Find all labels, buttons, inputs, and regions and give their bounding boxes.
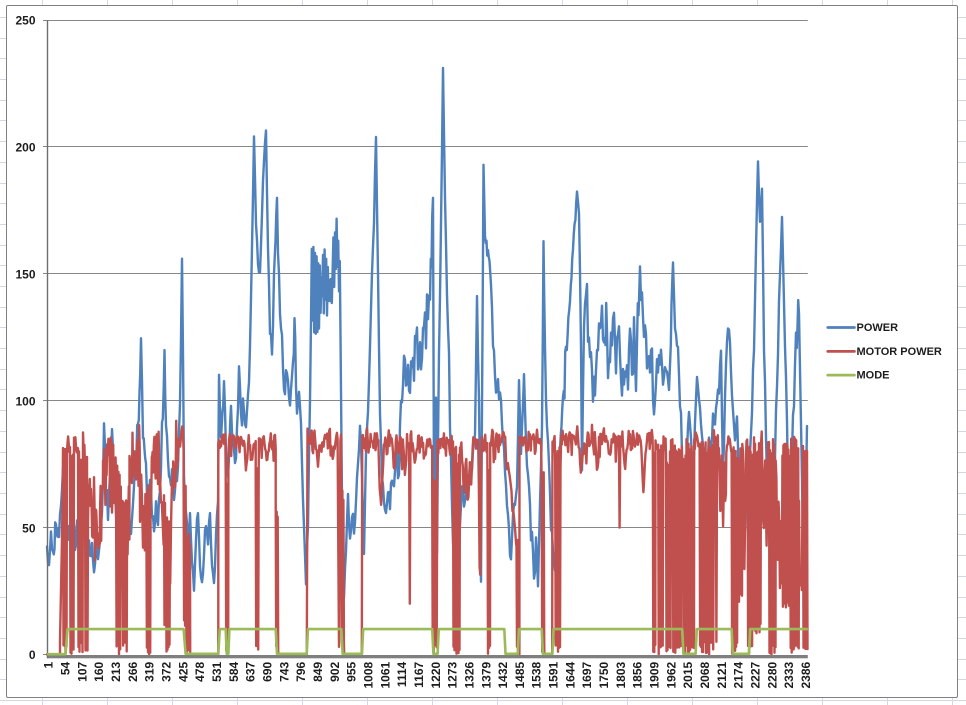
svg-text:MODE: MODE: [857, 370, 890, 382]
svg-text:1220: 1220: [429, 661, 443, 688]
svg-text:2386: 2386: [799, 661, 813, 688]
svg-text:531: 531: [210, 661, 224, 681]
svg-text:1326: 1326: [462, 661, 476, 688]
svg-text:1379: 1379: [479, 661, 493, 688]
svg-text:1750: 1750: [597, 661, 611, 688]
svg-text:0: 0: [29, 648, 36, 662]
svg-text:1432: 1432: [496, 661, 510, 688]
svg-text:100: 100: [15, 394, 35, 408]
svg-text:478: 478: [193, 661, 207, 681]
svg-text:1538: 1538: [530, 661, 544, 688]
svg-text:1273: 1273: [446, 661, 460, 688]
svg-text:MOTOR POWER: MOTOR POWER: [857, 346, 942, 358]
svg-text:54: 54: [58, 661, 72, 675]
svg-text:200: 200: [15, 141, 35, 155]
svg-text:1167: 1167: [412, 661, 426, 687]
svg-text:796: 796: [294, 661, 308, 681]
svg-text:2068: 2068: [698, 661, 712, 688]
svg-text:902: 902: [328, 661, 342, 681]
svg-text:1856: 1856: [631, 661, 645, 688]
svg-text:2121: 2121: [715, 661, 729, 688]
svg-text:1591: 1591: [547, 661, 561, 688]
svg-text:743: 743: [277, 661, 291, 681]
svg-text:690: 690: [260, 661, 274, 681]
svg-text:POWER: POWER: [857, 322, 899, 334]
svg-text:2227: 2227: [749, 661, 763, 688]
svg-text:2280: 2280: [765, 661, 779, 688]
svg-text:2174: 2174: [732, 661, 746, 688]
svg-text:637: 637: [244, 661, 258, 681]
svg-text:1: 1: [42, 661, 56, 668]
svg-text:1485: 1485: [513, 661, 527, 688]
svg-text:1114: 1114: [395, 661, 409, 687]
svg-text:425: 425: [176, 661, 190, 681]
svg-text:319: 319: [143, 661, 157, 681]
svg-text:955: 955: [345, 661, 359, 681]
svg-text:1962: 1962: [664, 661, 678, 688]
svg-text:160: 160: [92, 661, 106, 681]
svg-text:266: 266: [126, 661, 140, 681]
svg-text:372: 372: [159, 661, 173, 681]
svg-text:213: 213: [109, 661, 123, 681]
svg-text:849: 849: [311, 661, 325, 681]
svg-text:1008: 1008: [361, 661, 375, 688]
svg-text:250: 250: [15, 14, 35, 28]
svg-text:2015: 2015: [681, 661, 695, 688]
svg-text:50: 50: [22, 521, 36, 535]
svg-text:1644: 1644: [563, 661, 577, 688]
svg-text:584: 584: [227, 661, 241, 681]
svg-text:1061: 1061: [378, 661, 392, 688]
svg-text:150: 150: [15, 268, 35, 282]
svg-text:1697: 1697: [580, 661, 594, 688]
svg-text:1909: 1909: [648, 661, 662, 688]
svg-text:107: 107: [75, 661, 89, 681]
svg-text:2333: 2333: [782, 661, 796, 688]
svg-text:1803: 1803: [614, 661, 628, 688]
